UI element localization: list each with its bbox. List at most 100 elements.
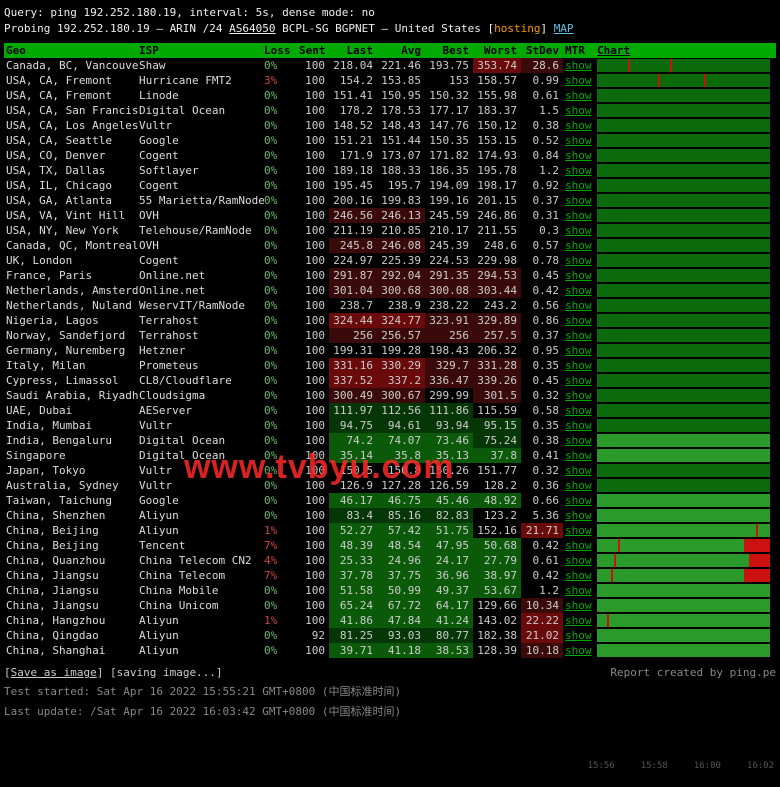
- cell-sent: 100: [299, 223, 329, 238]
- cell-best: 93.94: [425, 418, 473, 433]
- mtr-show-link[interactable]: show: [565, 239, 592, 252]
- mtr-show-link[interactable]: show: [565, 74, 592, 87]
- cell-best: 153: [425, 73, 473, 88]
- mtr-show-link[interactable]: show: [565, 419, 592, 432]
- mtr-show-link[interactable]: show: [565, 284, 592, 297]
- cell-stdev: 0.37: [521, 193, 563, 208]
- cell-geo: China, Qingdao: [4, 628, 139, 643]
- mtr-show-link[interactable]: show: [565, 524, 592, 537]
- mtr-show-link[interactable]: show: [565, 359, 592, 372]
- table-row: China, ShanghaiAliyun0%10039.7141.1838.5…: [4, 643, 776, 658]
- mtr-show-link[interactable]: show: [565, 164, 592, 177]
- cell-stdev: 10.34: [521, 598, 563, 613]
- mtr-show-link[interactable]: show: [565, 644, 592, 657]
- mtr-show-link[interactable]: show: [565, 149, 592, 162]
- mtr-show-link[interactable]: show: [565, 554, 592, 567]
- mtr-show-link[interactable]: show: [565, 614, 592, 627]
- cell-sent: 100: [299, 553, 329, 568]
- mtr-show-link[interactable]: show: [565, 584, 592, 597]
- cell-avg: 57.42: [377, 523, 425, 538]
- mtr-show-link[interactable]: show: [565, 89, 592, 102]
- cell-worst: 158.57: [473, 73, 521, 88]
- cell-geo: USA, NY, New York: [4, 223, 139, 238]
- cell-chart: [595, 148, 770, 163]
- cell-avg: 94.61: [377, 418, 425, 433]
- mtr-show-link[interactable]: show: [565, 629, 592, 642]
- cell-stdev: 28.6: [521, 58, 563, 73]
- mtr-show-link[interactable]: show: [565, 134, 592, 147]
- hdr-geo: Geo: [4, 43, 139, 58]
- cell-isp: Linode: [139, 88, 264, 103]
- mtr-show-link[interactable]: show: [565, 224, 592, 237]
- cell-chart: [595, 328, 770, 343]
- table-row: China, JiangsuChina Unicom0%10065.2467.7…: [4, 598, 776, 613]
- cell-geo: Australia, Sydney: [4, 478, 139, 493]
- cell-avg: 246.13: [377, 208, 425, 223]
- mtr-show-link[interactable]: show: [565, 494, 592, 507]
- cell-geo: Norway, Sandefjord: [4, 328, 139, 343]
- cell-worst: 243.2: [473, 298, 521, 313]
- mtr-show-link[interactable]: show: [565, 194, 592, 207]
- table-row: USA, CA, San FranciscoDigital Ocean0%100…: [4, 103, 776, 118]
- mtr-show-link[interactable]: show: [565, 254, 592, 267]
- table-row: China, JiangsuChina Mobile0%10051.5850.9…: [4, 583, 776, 598]
- cell-avg: 50.99: [377, 583, 425, 598]
- mtr-show-link[interactable]: show: [565, 374, 592, 387]
- cell-sent: 100: [299, 463, 329, 478]
- save-as-image-link[interactable]: Save as image: [11, 666, 97, 679]
- cell-isp: Online.net: [139, 268, 264, 283]
- cell-chart: [595, 598, 770, 613]
- mtr-show-link[interactable]: show: [565, 329, 592, 342]
- hdr-chart[interactable]: Chart: [595, 43, 770, 58]
- mtr-show-link[interactable]: show: [565, 299, 592, 312]
- mtr-show-link[interactable]: show: [565, 569, 592, 582]
- asn-link[interactable]: AS64050: [229, 22, 275, 35]
- cell-isp: China Mobile: [139, 583, 264, 598]
- cell-loss: 0%: [264, 643, 299, 658]
- mtr-show-link[interactable]: show: [565, 434, 592, 447]
- mtr-show-link[interactable]: show: [565, 209, 592, 222]
- table-row: China, QuanzhouChina Telecom CN24%10025.…: [4, 553, 776, 568]
- mtr-show-link[interactable]: show: [565, 509, 592, 522]
- cell-last: 300.49: [329, 388, 377, 403]
- mtr-show-link[interactable]: show: [565, 344, 592, 357]
- mtr-show-link[interactable]: show: [565, 404, 592, 417]
- cell-mtr: show: [563, 283, 595, 298]
- cell-last: 218.04: [329, 58, 377, 73]
- mtr-show-link[interactable]: show: [565, 179, 592, 192]
- cell-best: 238.22: [425, 298, 473, 313]
- cell-chart: [595, 268, 770, 283]
- cell-stdev: 0.32: [521, 388, 563, 403]
- table-row: Taiwan, TaichungGoogle0%10046.1746.7545.…: [4, 493, 776, 508]
- cell-stdev: 10.18: [521, 643, 563, 658]
- cell-loss: 1%: [264, 613, 299, 628]
- mtr-show-link[interactable]: show: [565, 539, 592, 552]
- cell-chart: [595, 88, 770, 103]
- query-text: ping 192.252.180.19, interval: 5s, dense…: [50, 6, 375, 19]
- cell-best: 150.35: [425, 133, 473, 148]
- mtr-show-link[interactable]: show: [565, 119, 592, 132]
- mtr-show-link[interactable]: show: [565, 269, 592, 282]
- mtr-show-link[interactable]: show: [565, 59, 592, 72]
- mtr-show-link[interactable]: show: [565, 104, 592, 117]
- table-row: USA, TX, DallasSoftlayer0%100189.18188.3…: [4, 163, 776, 178]
- cell-isp: Terrahost: [139, 328, 264, 343]
- cell-mtr: show: [563, 358, 595, 373]
- table-row: Nigeria, LagosTerrahost0%100324.44324.77…: [4, 313, 776, 328]
- cell-last: 171.9: [329, 148, 377, 163]
- mtr-show-link[interactable]: show: [565, 314, 592, 327]
- cell-chart: [595, 118, 770, 133]
- table-row: USA, CA, Los AngelesVultr0%100148.52148.…: [4, 118, 776, 133]
- cell-last: 151.21: [329, 133, 377, 148]
- map-link[interactable]: MAP: [554, 22, 574, 35]
- mtr-show-link[interactable]: show: [565, 464, 592, 477]
- cell-best: 224.53: [425, 253, 473, 268]
- cell-geo: USA, CA, Los Angeles: [4, 118, 139, 133]
- cell-worst: 151.77: [473, 463, 521, 478]
- mtr-show-link[interactable]: show: [565, 599, 592, 612]
- mtr-show-link[interactable]: show: [565, 449, 592, 462]
- cell-isp: Aliyun: [139, 523, 264, 538]
- cell-geo: China, Jiangsu: [4, 583, 139, 598]
- mtr-show-link[interactable]: show: [565, 389, 592, 402]
- mtr-show-link[interactable]: show: [565, 479, 592, 492]
